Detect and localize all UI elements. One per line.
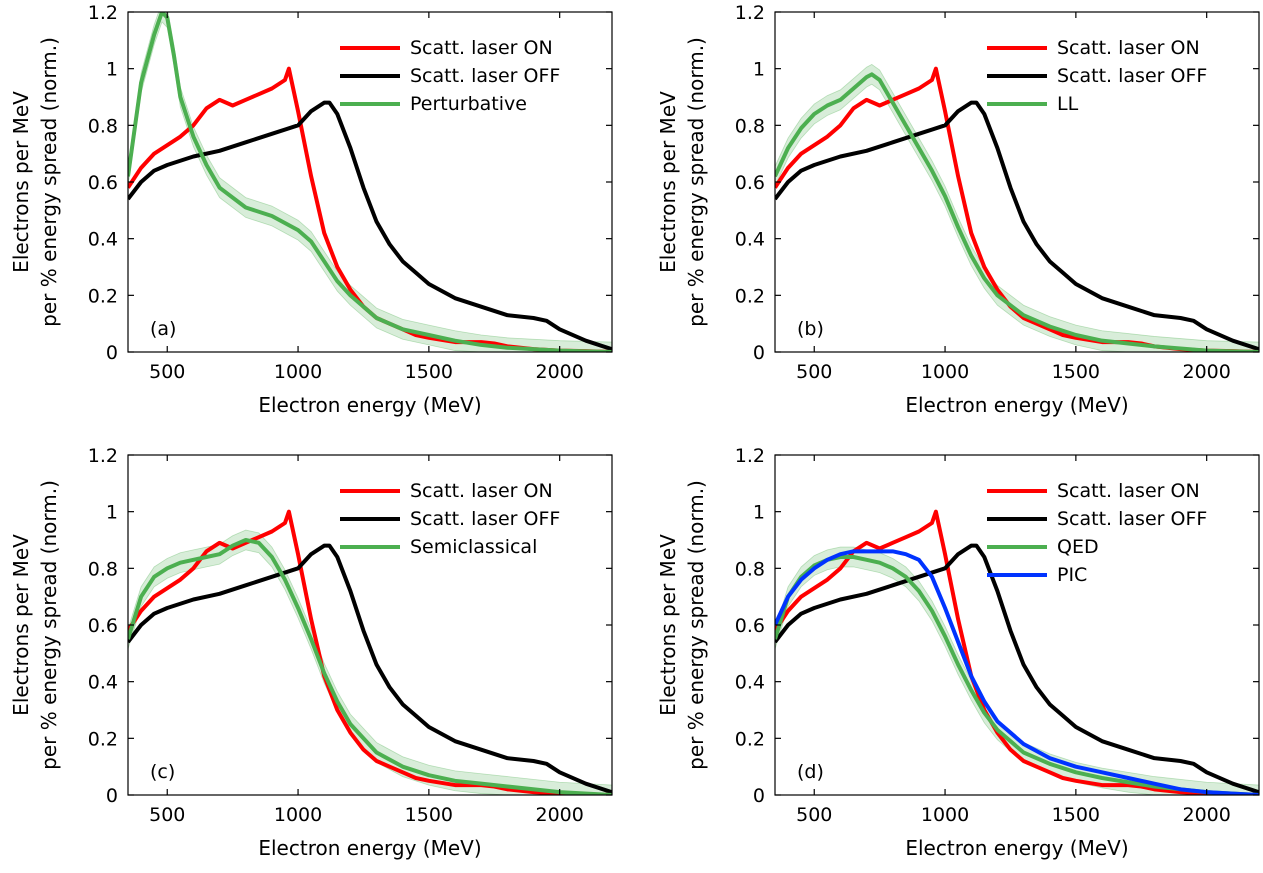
legend-entry: LL [1057, 93, 1079, 115]
y-axis-label: per % energy spread (norm.) [37, 480, 61, 770]
x-axis-label: Electron energy (MeV) [258, 393, 481, 417]
legend-entry: QED [1057, 536, 1099, 558]
y-tick-label: 0.2 [88, 285, 118, 307]
chart-panel: 500 1000 1500 2000 0 0.2 0.4 0.6 0.8 1 1.2 Electron… [656, 2, 1260, 417]
y-axis-label: Electrons per MeV [656, 91, 680, 273]
legend: Scatt. laser ON Scatt. laser OFF Perturbat… [340, 37, 560, 115]
x-tick-label: 1500 [1052, 804, 1100, 826]
series-line [128, 543, 612, 795]
panel-label: (d) [797, 761, 824, 783]
panel-label: (a) [150, 318, 176, 340]
y-tick-label: 0 [753, 785, 765, 807]
legend: Scatt. laser ON Scatt. laser OFF Semiclass… [340, 480, 560, 558]
y-tick-label: 0.2 [88, 728, 118, 750]
y-tick-label: 1 [753, 59, 765, 81]
legend-entry: Scatt. laser ON [410, 480, 553, 502]
x-tick-label: 1500 [405, 804, 453, 826]
x-axis-label: Electron energy (MeV) [905, 393, 1128, 417]
y-tick-label: 1.2 [88, 445, 118, 467]
chart-panel: 500 1000 1500 2000 0 0.2 0.4 0.6 0.8 1 1.2 Electron… [9, 445, 613, 860]
legend-entry: Semiclassical [410, 536, 537, 558]
chart-panel: 500 1000 1500 2000 0 0.2 0.4 0.6 0.8 1 1.2 Electron… [9, 2, 613, 417]
x-tick-label: 500 [149, 804, 185, 826]
y-tick-label: 0.4 [735, 672, 765, 694]
y-tick-label: 0 [106, 785, 118, 807]
y-tick-label: 0.6 [735, 615, 765, 637]
y-tick-label: 1 [106, 502, 118, 524]
x-tick-label: 1000 [921, 804, 969, 826]
series-line [128, 12, 612, 352]
x-tick-label: 1000 [274, 361, 322, 383]
series-line [775, 543, 1259, 795]
legend-entry: Scatt. laser ON [1057, 37, 1200, 59]
legend-entry: Scatt. laser OFF [1057, 65, 1207, 87]
x-tick-label: 2000 [1182, 361, 1230, 383]
legend-entry: Scatt. laser OFF [410, 508, 560, 530]
y-axis-label: per % energy spread (norm.) [684, 37, 708, 327]
y-tick-label: 0 [753, 342, 765, 364]
x-tick-label: 500 [149, 361, 185, 383]
y-tick-label: 1.2 [88, 2, 118, 24]
x-tick-label: 1000 [921, 361, 969, 383]
y-tick-label: 0.8 [88, 115, 118, 137]
x-tick-label: 500 [796, 804, 832, 826]
y-tick-label: 0.6 [735, 172, 765, 194]
plot-area [775, 509, 1259, 795]
panel-label: (b) [797, 318, 824, 340]
legend-entry: Scatt. laser OFF [410, 65, 560, 87]
y-tick-label: 0.4 [735, 229, 765, 251]
y-axis-label: Electrons per MeV [656, 534, 680, 716]
y-tick-label: 0.6 [88, 172, 118, 194]
y-tick-label: 0.8 [735, 115, 765, 137]
y-tick-label: 0.2 [735, 285, 765, 307]
y-tick-label: 0.2 [735, 728, 765, 750]
series-line [128, 100, 612, 352]
y-tick-label: 1.2 [735, 2, 765, 24]
y-axis-label: per % energy spread (norm.) [684, 480, 708, 770]
series-line [775, 555, 1259, 795]
series-line [775, 100, 1259, 352]
y-tick-label: 0.6 [88, 615, 118, 637]
legend: Scatt. laser ON Scatt. laser OFF QED PIC [987, 480, 1207, 586]
series-line [775, 549, 1259, 795]
x-axis-label: Electron energy (MeV) [258, 836, 481, 860]
panel-label: (c) [150, 761, 175, 783]
y-axis-label: per % energy spread (norm.) [37, 37, 61, 327]
series-line [128, 538, 612, 795]
legend-entry: PIC [1057, 564, 1087, 586]
legend-entry: Scatt. laser ON [1057, 480, 1200, 502]
plot-area [775, 63, 1259, 352]
y-tick-label: 0 [106, 342, 118, 364]
uncertainty-band [775, 63, 1259, 352]
y-tick-label: 0.8 [88, 558, 118, 580]
x-axis-label: Electron energy (MeV) [905, 836, 1128, 860]
y-tick-label: 0.4 [88, 229, 118, 251]
x-tick-label: 1500 [405, 361, 453, 383]
series-line [128, 66, 612, 352]
y-tick-label: 1 [106, 59, 118, 81]
x-tick-label: 1000 [274, 804, 322, 826]
legend: Scatt. laser ON Scatt. laser OFF LL [987, 37, 1207, 115]
x-tick-label: 500 [796, 361, 832, 383]
legend-entry: Scatt. laser OFF [1057, 508, 1207, 530]
y-axis-label: Electrons per MeV [9, 534, 33, 716]
y-tick-label: 1.2 [735, 445, 765, 467]
y-tick-label: 0.4 [88, 672, 118, 694]
axes-frame [127, 11, 613, 353]
uncertainty-band [128, 529, 612, 795]
legend-entry: Perturbative [410, 93, 527, 115]
y-axis-label: Electrons per MeV [9, 91, 33, 273]
x-tick-label: 2000 [1182, 804, 1230, 826]
legend-entry: Scatt. laser ON [410, 37, 553, 59]
x-tick-label: 2000 [535, 361, 583, 383]
series-line [775, 72, 1259, 352]
y-tick-label: 1 [753, 502, 765, 524]
x-tick-label: 1500 [1052, 361, 1100, 383]
y-tick-label: 0.8 [735, 558, 765, 580]
chart-panel: 500 1000 1500 2000 0 0.2 0.4 0.6 0.8 1 1.2 Electron… [656, 445, 1260, 860]
x-tick-label: 2000 [535, 804, 583, 826]
plot-area [128, 509, 612, 795]
